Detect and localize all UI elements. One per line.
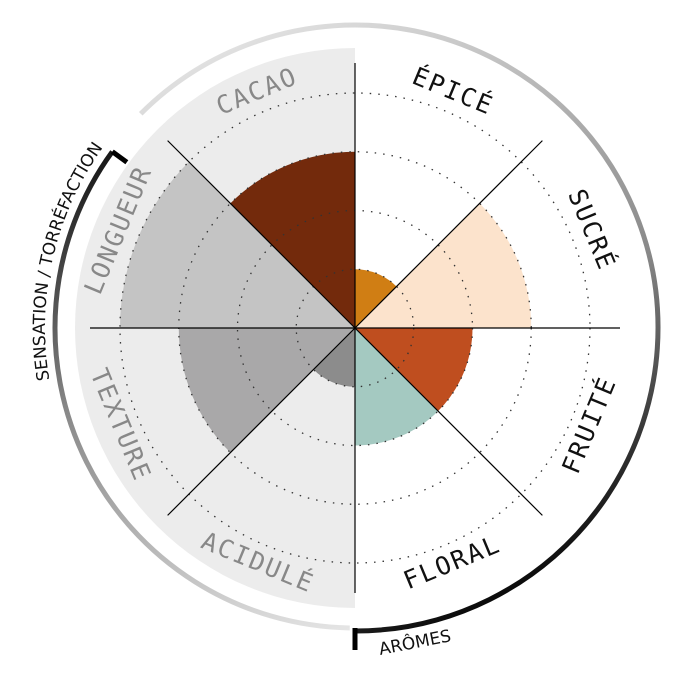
sector	[313, 328, 355, 387]
sector	[355, 203, 532, 328]
grid	[90, 63, 620, 593]
divider	[354, 140, 543, 329]
group-arc	[138, 22, 661, 634]
sector	[120, 161, 355, 328]
sector	[355, 328, 473, 412]
category-label: FRUITÉ	[556, 372, 622, 478]
sector	[230, 151, 355, 328]
sectors	[120, 151, 532, 453]
group-arc	[52, 150, 350, 631]
group-arc-end	[110, 149, 129, 165]
sector	[355, 269, 397, 328]
category-label: ÉPICÉ	[408, 61, 498, 120]
divider	[167, 327, 356, 516]
category-label: FLORAL	[399, 529, 505, 595]
divider	[354, 327, 543, 516]
sector	[355, 328, 439, 446]
category-label: SUCRÉ	[562, 185, 621, 275]
divider	[167, 140, 356, 329]
sector	[178, 328, 355, 453]
